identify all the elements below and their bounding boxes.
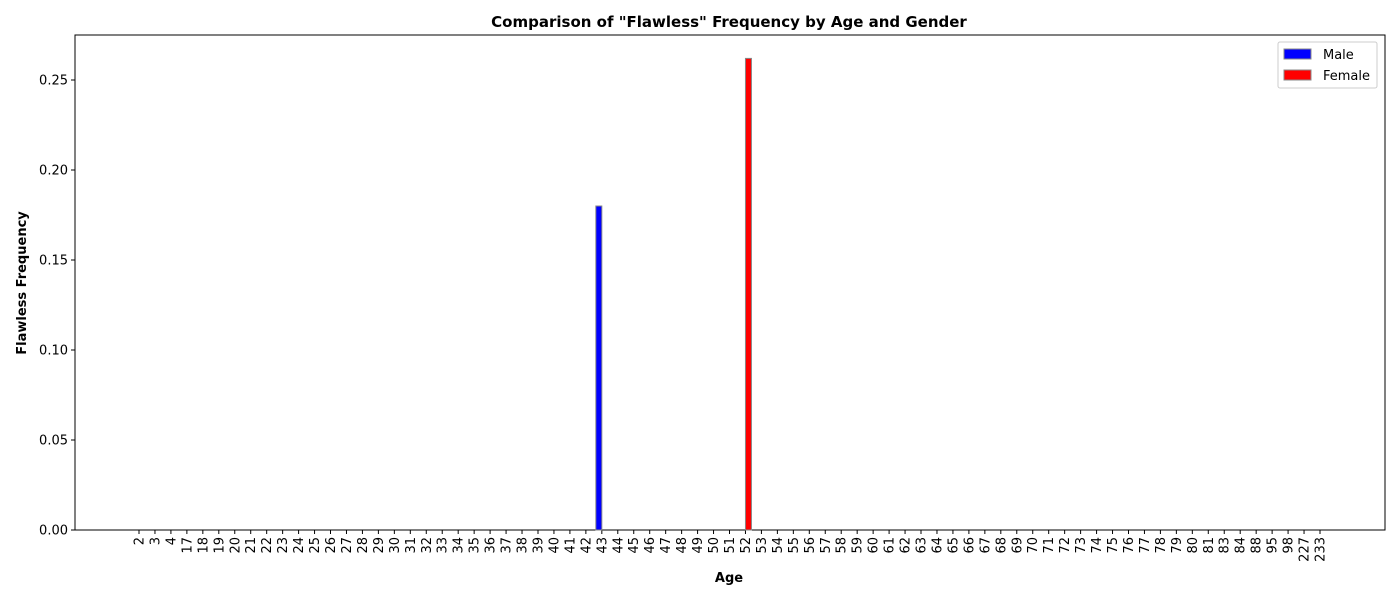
x-tick-label: 57 — [819, 537, 834, 554]
x-tick-label: 95 — [1266, 537, 1281, 554]
chart-title: Comparison of "Flawless" Frequency by Ag… — [491, 13, 967, 31]
x-tick-label: 78 — [1154, 537, 1169, 554]
x-tick-label: 70 — [1026, 537, 1041, 554]
x-tick-label: 4 — [164, 537, 179, 545]
x-tick-label: 60 — [867, 537, 882, 554]
x-tick-label: 38 — [516, 537, 531, 554]
x-tick-label: 25 — [308, 537, 323, 554]
x-tick-label: 35 — [468, 537, 483, 554]
x-tick-label: 31 — [404, 537, 419, 554]
x-tick-label: 98 — [1282, 537, 1297, 554]
y-axis: 0.00 0.05 0.10 0.15 0.20 0.25 — [39, 74, 75, 539]
x-tick-label: 46 — [643, 537, 658, 554]
x-tick-label: 65 — [946, 537, 961, 554]
bar-female-52 — [744, 57, 752, 531]
x-tick-label: 64 — [930, 537, 945, 554]
x-tick-label: 2 — [133, 537, 148, 545]
x-tick-label: 36 — [484, 537, 499, 554]
bars — [595, 57, 752, 531]
x-tick-label: 68 — [994, 537, 1009, 554]
y-tick-label: 0.20 — [39, 164, 68, 179]
x-tick-label: 32 — [420, 537, 435, 554]
x-tick-label: 59 — [851, 537, 866, 554]
y-tick-label: 0.15 — [39, 254, 68, 269]
x-tick-label: 54 — [771, 537, 786, 554]
legend-swatch-female — [1283, 69, 1312, 81]
x-axis-label: Age — [715, 571, 743, 586]
x-tick-label: 56 — [803, 537, 818, 554]
plot-frame — [74, 34, 1386, 531]
x-tick-label: 88 — [1250, 537, 1265, 554]
x-tick-label: 41 — [563, 537, 578, 554]
legend: Male Female — [1277, 41, 1378, 89]
x-tick-label: 75 — [1106, 537, 1121, 554]
x-tick-label: 62 — [899, 537, 914, 554]
x-tick-label: 73 — [1074, 537, 1089, 554]
x-tick-label: 84 — [1234, 537, 1249, 554]
x-tick-label: 29 — [372, 537, 387, 554]
x-tick-label: 22 — [260, 537, 275, 554]
x-tick-label: 227 — [1298, 537, 1313, 562]
x-tick-label: 19 — [212, 537, 227, 554]
x-tick-label: 43 — [595, 537, 610, 554]
x-tick-label: 80 — [1186, 537, 1201, 554]
x-tick-label: 34 — [452, 537, 467, 554]
x-tick-label: 24 — [292, 537, 307, 554]
x-tick-label: 39 — [531, 537, 546, 554]
x-tick-label: 49 — [691, 537, 706, 554]
x-tick-label: 69 — [1010, 537, 1025, 554]
x-tick-label: 83 — [1218, 537, 1233, 554]
x-axis: 2 3 4 17 18 19 20 21 22 23 24 25 26 27 28 29 30 31 32 33 34 3… — [133, 530, 1329, 562]
bar-male-43 — [595, 205, 603, 531]
x-tick-label: 67 — [978, 537, 993, 554]
x-tick-label: 40 — [547, 537, 562, 554]
x-tick-label: 48 — [675, 537, 690, 554]
x-tick-label: 50 — [707, 537, 722, 554]
x-tick-label: 58 — [835, 537, 850, 554]
x-tick-label: 47 — [659, 537, 674, 554]
x-tick-label: 72 — [1058, 537, 1073, 554]
x-tick-label: 33 — [436, 537, 451, 554]
y-tick-label: 0.10 — [39, 344, 68, 359]
x-tick-label: 74 — [1090, 537, 1105, 554]
x-tick-label: 76 — [1122, 537, 1137, 554]
x-tick-label: 45 — [627, 537, 642, 554]
x-tick-label: 37 — [500, 537, 515, 554]
x-tick-label: 81 — [1202, 537, 1217, 554]
x-tick-label: 51 — [723, 537, 738, 554]
x-tick-label: 52 — [739, 537, 754, 554]
x-tick-label: 20 — [228, 537, 243, 554]
legend-swatch-male — [1283, 48, 1312, 60]
x-tick-label: 18 — [196, 537, 211, 554]
x-tick-label: 17 — [180, 537, 195, 554]
x-tick-label: 23 — [276, 537, 291, 554]
x-tick-label: 233 — [1314, 537, 1329, 562]
x-tick-label: 30 — [388, 537, 403, 554]
x-tick-label: 53 — [755, 537, 770, 554]
x-tick-label: 55 — [787, 537, 802, 554]
x-tick-label: 61 — [883, 537, 898, 554]
x-tick-label: 71 — [1042, 537, 1057, 554]
x-tick-label: 27 — [340, 537, 355, 554]
x-tick-label: 79 — [1170, 537, 1185, 554]
y-axis-label: Flawless Frequency — [15, 211, 30, 355]
y-tick-label: 0.00 — [39, 524, 68, 539]
x-tick-label: 26 — [324, 537, 339, 554]
x-tick-label: 21 — [244, 537, 259, 554]
x-tick-label: 66 — [962, 537, 977, 554]
y-tick-label: 0.25 — [39, 74, 68, 89]
x-tick-label: 3 — [148, 537, 163, 545]
y-tick-label: 0.05 — [39, 434, 68, 449]
x-tick-label: 44 — [611, 537, 626, 554]
x-tick-label: 63 — [915, 537, 930, 554]
x-tick-label: 42 — [579, 537, 594, 554]
legend-label-female: Female — [1323, 69, 1370, 84]
x-tick-label: 77 — [1138, 537, 1153, 554]
legend-label-male: Male — [1323, 48, 1354, 63]
x-tick-label: 28 — [356, 537, 371, 554]
